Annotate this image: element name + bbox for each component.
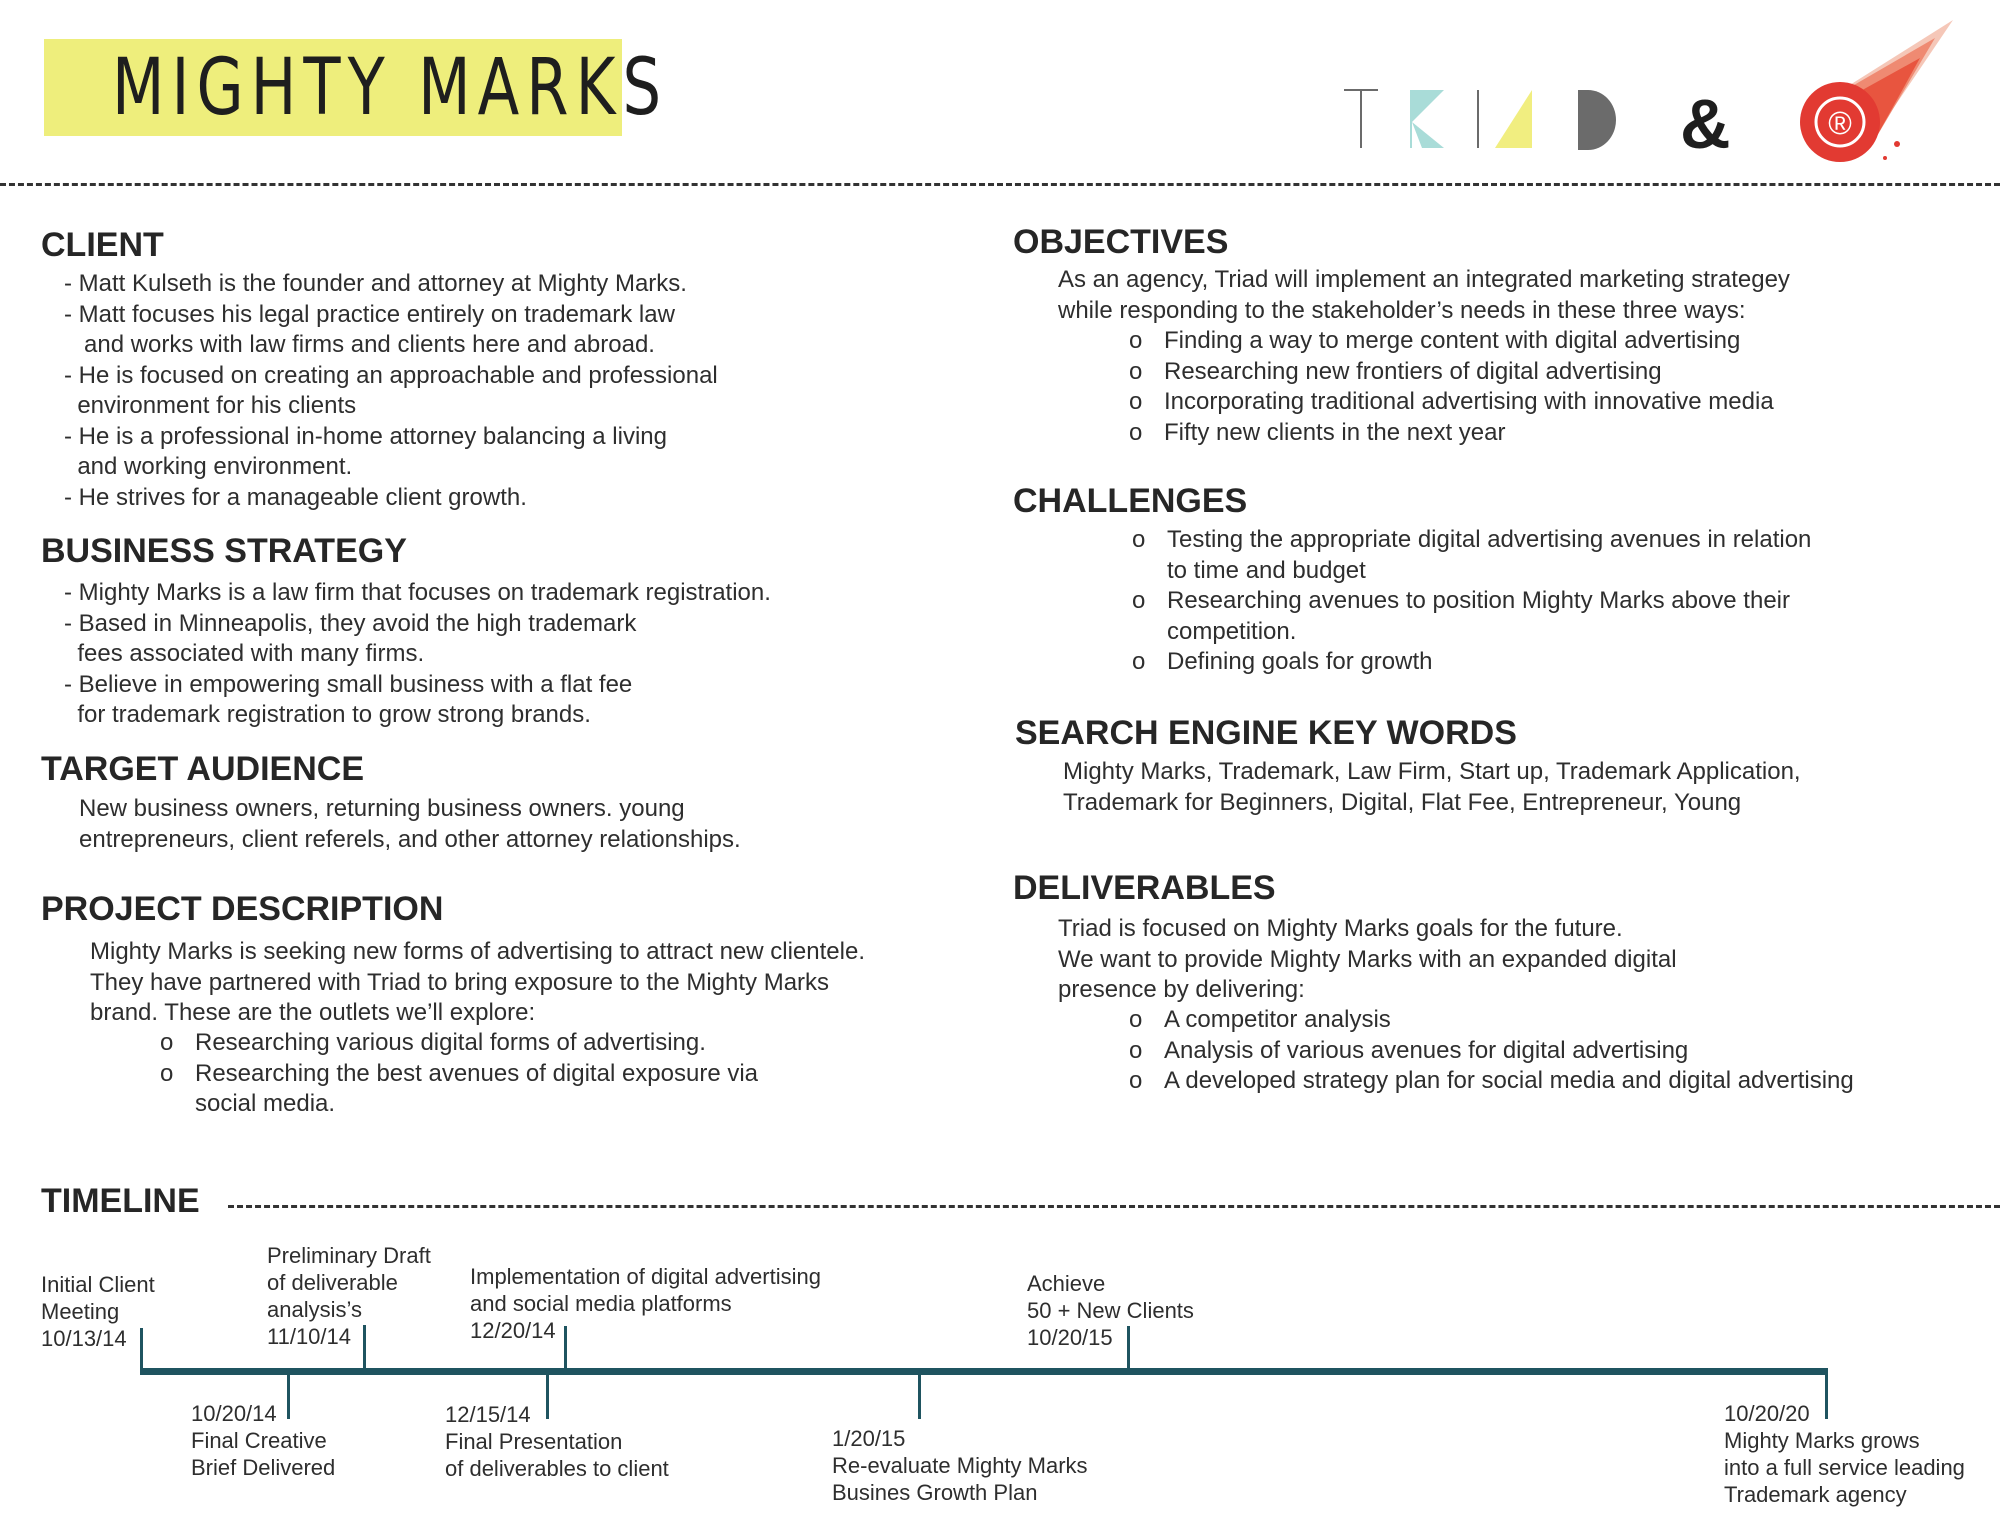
objectives-line: while responding to the stakeholder’s ne… [1058,296,1746,324]
project-line: brand. These are the outlets we’ll explo… [90,999,536,1026]
timeline-divider [228,1205,2000,1208]
ampersand: & [1680,85,1731,163]
client-line: environment for his clients [64,392,357,419]
objectives-line: As an agency, Triad will implement an in… [1058,266,1790,293]
search-engine-body: Mighty Marks, Trademark, Law Firm, Start… [1063,757,1801,818]
timeline-tick [564,1326,567,1370]
target-audience-heading: TARGET AUDIENCE [41,750,364,788]
timeline-tick [287,1372,290,1419]
objectives-heading: OBJECTIVES [1013,223,1229,261]
client-line: and works with law firms and clients her… [64,331,655,358]
target-audience-body: New business owners, returning business … [79,794,741,855]
client-line: - He is a professional in-home attorney … [64,422,667,450]
strategy-line: fees associated with many firms. [64,640,425,667]
timeline-tick [546,1372,549,1419]
client-line: - He strives for a manageable client gro… [64,483,527,511]
timeline-tick [918,1372,921,1419]
challenges-heading: CHALLENGES [1013,482,1248,520]
project-line: They have partnered with Triad to bring … [90,968,830,996]
keywords-line: Trademark for Beginners, Digital, Flat F… [1063,788,1742,816]
client-line: and working environment. [64,453,353,480]
triad-logo [1344,89,1532,148]
timeline-event: 10/20/20 Mighty Marks grows into a full se… [1724,1401,1965,1507]
keywords-line: Mighty Marks, Trademark, Law Firm, Start… [1063,758,1801,785]
timeline-event: 10/20/14 Final Creative Brief Delivered [191,1401,336,1480]
deliverables-body: Triad is focused on Mighty Marks goals f… [1058,914,1677,1006]
timeline-tick [1127,1326,1130,1370]
registered-mark: ® [1828,105,1852,141]
title-banner [44,39,622,136]
project-description-heading: PROJECT DESCRIPTION [41,890,444,928]
timeline-tick [1825,1372,1828,1419]
project-line: Mighty Marks is seeking new forms of adv… [90,938,865,965]
header-divider [0,183,2000,186]
search-engine-heading: SEARCH ENGINE KEY WORDS [1015,714,1517,752]
triad-logo-d [1578,90,1616,150]
deliverables-line: We want to provide Mighty Marks with an … [1058,945,1677,973]
audience-line: entrepreneurs, client referels, and othe… [79,825,741,853]
deliverables-line: Triad is focused on Mighty Marks goals f… [1058,915,1623,942]
client-body: - Matt Kulseth is the founder and attorn… [64,269,718,513]
page-title: MIGHTY MARKS [112,43,669,133]
timeline-event: 1/20/15 Re-evaluate Mighty Marks Busines G… [832,1426,1088,1505]
client-heading: CLIENT [41,226,164,264]
strategy-line: - Believe in empowering small business w… [64,670,633,698]
timeline-event: Implementation of digital advertising and… [470,1264,821,1343]
project-description-body: Mighty Marks is seeking new forms of adv… [90,937,865,1029]
timeline-event: Preliminary Draft of deliverable analysis’… [267,1243,431,1349]
client-line: - He is focused on creating an approacha… [64,361,718,389]
timeline-tick [140,1328,143,1370]
objectives-body: As an agency, Triad will implement an in… [1058,265,1790,326]
client-line: - Matt focuses his legal practice entire… [64,300,675,328]
timeline-axis [140,1368,1828,1375]
strategy-line: - Mighty Marks is a law firm that focuse… [64,579,771,606]
timeline-heading: TIMELINE [41,1182,200,1220]
business-strategy-heading: BUSINESS STRATEGY [41,532,407,570]
deliverables-line: presence by delivering: [1058,976,1305,1003]
business-strategy-body: - Mighty Marks is a law firm that focuse… [64,578,771,731]
timeline-event: 12/15/14 Final Presentation of deliverable… [445,1402,669,1481]
strategy-line: for trademark registration to grow stron… [64,701,591,728]
meteor-registered-icon: ® [1800,20,1953,162]
timeline-tick [363,1325,366,1370]
strategy-line: - Based in Minneapolis, they avoid the h… [64,609,637,637]
client-line: - Matt Kulseth is the founder and attorn… [64,270,687,297]
timeline-event: Initial Client Meeting 10/13/14 [41,1272,155,1351]
deliverables-heading: DELIVERABLES [1013,869,1276,907]
audience-line: New business owners, returning business … [79,795,685,822]
timeline-event: Achieve 50 + New Clients 10/20/15 [1027,1271,1194,1350]
